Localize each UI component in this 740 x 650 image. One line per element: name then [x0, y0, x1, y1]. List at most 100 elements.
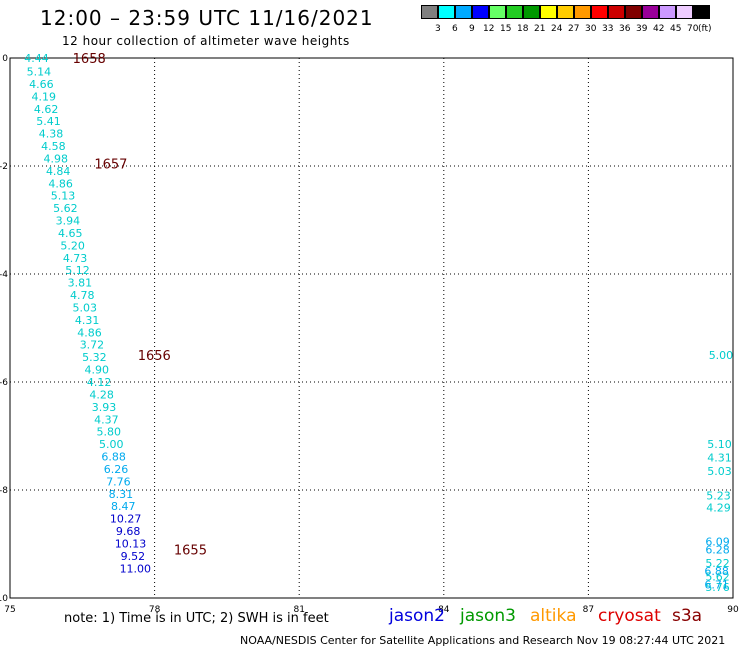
swh-point-label: 5.12 — [65, 264, 90, 277]
swh-point-label: 3.72 — [80, 339, 105, 352]
scale-swatch — [455, 5, 472, 19]
y-tick-label: 0 — [2, 54, 8, 64]
legend-altika: altika — [530, 606, 577, 626]
swh-point-label: 6.09 — [705, 535, 730, 548]
swh-point-label: 4.86 — [77, 326, 102, 339]
swh-point-label: 4.84 — [46, 165, 71, 178]
x-tick-label: 87 — [583, 605, 594, 615]
swh-point-label: 5.10 — [707, 438, 732, 451]
scale-swatch — [676, 5, 693, 19]
swh-point-label: 5.13 — [51, 190, 76, 203]
swh-point-label: 6.88 — [101, 451, 126, 464]
swh-point-label: 5.03 — [72, 301, 97, 314]
y-tick-label: -2 — [0, 162, 8, 172]
scale-label: 39 — [636, 24, 648, 34]
scale-label: 42 — [653, 24, 665, 34]
plot-frame — [9, 57, 734, 599]
swh-point-label: 5.22 — [705, 557, 730, 570]
track-time-label: 1656 — [138, 349, 171, 364]
swh-point-label: 5.14 — [27, 66, 52, 79]
swh-point-label: 5.23 — [706, 489, 731, 502]
scale-label: 3 — [435, 24, 441, 34]
scale-label: 6 — [452, 24, 458, 34]
scale-label: 12 — [483, 24, 495, 34]
scale-swatch — [693, 5, 710, 19]
swh-point-label: 4.31 — [75, 314, 100, 327]
swh-point-label: 9.68 — [116, 525, 141, 538]
scale-label: 18 — [517, 24, 529, 34]
scale-label: 70 — [687, 24, 699, 34]
swh-point-label: 5.80 — [97, 426, 122, 439]
swh-point-label: 5.03 — [707, 465, 732, 478]
y-tick-label: -10 — [0, 594, 8, 604]
swh-point-label: 8.31 — [109, 488, 134, 501]
swh-point-label: 6.26 — [104, 463, 129, 476]
scale-label: 21 — [534, 24, 546, 34]
scale-swatch — [608, 5, 625, 19]
footer-credit: NOAA/NESDIS Center for Satellite Applica… — [240, 634, 726, 647]
scale-label: 24 — [551, 24, 563, 34]
swh-point-label: 4.62 — [34, 103, 59, 116]
scale-swatch — [557, 5, 574, 19]
swh-point-label: 5.76 — [705, 581, 730, 594]
x-tick-label: 78 — [149, 605, 161, 615]
swh-point-label: 5.20 — [60, 239, 85, 252]
swh-point-label: 3.93 — [92, 401, 117, 414]
scale-swatch — [489, 5, 506, 19]
swh-point-label: 5.00 — [99, 438, 124, 451]
swh-point-label: 4.19 — [31, 90, 56, 103]
swh-point-label: 4.66 — [29, 78, 54, 91]
legend-cryosat: cryosat — [598, 606, 661, 626]
swh-point-label: 6.88 — [704, 565, 729, 578]
scale-label: 45 — [670, 24, 682, 34]
swh-point-label: 4.90 — [85, 364, 110, 377]
legend-jason2: jason2 — [389, 606, 445, 626]
scale-label: 33 — [602, 24, 614, 34]
scale-unit: (ft) — [698, 24, 712, 34]
x-tick-label: 81 — [293, 605, 304, 615]
swh-point-label: 4.65 — [58, 227, 83, 240]
swh-point-label: 4.38 — [39, 128, 64, 141]
x-tick-label: 90 — [727, 605, 739, 615]
swh-point-label: 6.28 — [705, 543, 730, 556]
swh-point-label: 3.94 — [56, 215, 81, 228]
scale-swatch — [472, 5, 489, 19]
scale-swatch — [591, 5, 608, 19]
y-tick-label: -8 — [0, 486, 8, 496]
scale-swatch — [625, 5, 642, 19]
chart-subtitle: 12 hour collection of altimeter wave hei… — [62, 34, 350, 48]
scale-swatch — [421, 5, 438, 19]
track-time-label: 1655 — [174, 543, 207, 558]
swh-point-label: 5.00 — [709, 349, 734, 362]
scale-swatch — [506, 5, 523, 19]
swh-point-label: 4.44 — [24, 52, 49, 65]
y-tick-label: -6 — [0, 378, 8, 388]
swh-point-label: 4.73 — [63, 252, 88, 265]
scale-label: 15 — [500, 24, 512, 34]
swh-point-label: 5.62 — [705, 570, 730, 583]
swh-point-label: 10.27 — [110, 513, 142, 526]
scale-swatch — [659, 5, 676, 19]
swh-point-label: 5.41 — [36, 115, 61, 128]
x-tick-label: 84 — [438, 605, 450, 615]
swh-point-label: 4.28 — [89, 388, 114, 401]
swh-point-label: 8.47 — [111, 500, 136, 513]
scale-swatch — [523, 5, 540, 19]
swh-point-label: 4.29 — [706, 501, 731, 514]
swh-point-label: 3.81 — [68, 277, 93, 290]
swh-point-label: 11.00 — [120, 562, 152, 575]
scale-swatch — [438, 5, 455, 19]
scale-label: 30 — [585, 24, 597, 34]
legend-s3a: s3a — [672, 606, 703, 626]
scale-swatch — [642, 5, 659, 19]
scale-swatch — [540, 5, 557, 19]
swh-point-label: 4.58 — [41, 140, 66, 153]
swh-point-label: 4.37 — [94, 413, 119, 426]
swh-point-label: 4.31 — [707, 452, 732, 465]
y-tick-label: -4 — [0, 270, 8, 280]
swh-point-label: 7.76 — [106, 475, 131, 488]
swh-point-label: 5.32 — [82, 351, 107, 364]
track-time-label: 1658 — [73, 52, 106, 67]
swh-point-label: 4.86 — [48, 177, 73, 190]
